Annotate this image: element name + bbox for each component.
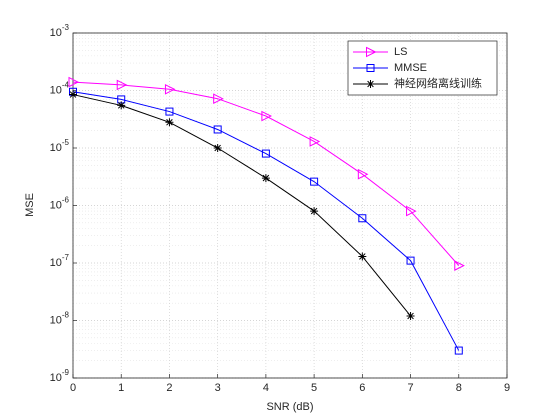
- data-point: [357, 168, 369, 180]
- data-point: [261, 149, 270, 158]
- marker-shape: [454, 346, 463, 355]
- data-point: [358, 214, 367, 223]
- x-axis-label: SNR (dB): [266, 401, 313, 413]
- marker-shape: [213, 93, 224, 105]
- x-tick-label: 7: [407, 382, 413, 394]
- marker-shape: [165, 107, 174, 116]
- x-tick-label: 0: [70, 382, 76, 394]
- legend-label: 神经网络离线训练: [394, 76, 482, 90]
- x-tick-label: 3: [215, 382, 221, 394]
- marker-shape: [406, 256, 415, 265]
- marker-shape: [357, 168, 369, 180]
- data-point: [310, 207, 319, 216]
- data-point: [309, 136, 321, 147]
- data-point: [406, 256, 415, 265]
- y-tick-label: 10-8: [50, 311, 70, 327]
- data-point: [165, 107, 174, 116]
- data-point: [164, 83, 176, 95]
- data-point: [117, 101, 126, 110]
- x-tick-label: 1: [118, 382, 124, 394]
- x-tick-label: 9: [504, 382, 510, 394]
- marker-shape: [366, 80, 375, 88]
- marker-shape: [358, 252, 367, 261]
- data-point: [454, 346, 463, 355]
- y-tick-label: 10-4: [50, 81, 70, 97]
- marker-shape: [406, 205, 417, 217]
- data-point: [213, 125, 222, 134]
- data-point: [213, 144, 222, 152]
- x-tick-label: 6: [359, 382, 365, 394]
- marker-shape: [310, 177, 319, 186]
- series-line: [72, 94, 411, 317]
- data-point: [261, 110, 273, 122]
- marker-shape: [261, 149, 270, 158]
- marker-shape: [366, 46, 377, 58]
- marker-shape: [116, 79, 128, 91]
- legend-marker: [366, 64, 375, 72]
- marker-shape: [261, 174, 270, 183]
- x-tick-label: 2: [166, 382, 172, 394]
- y-axis-label: MSE: [24, 193, 36, 217]
- marker-shape: [310, 207, 319, 216]
- legend-label: LS: [394, 46, 407, 58]
- y-tick-label: 10-5: [50, 138, 70, 154]
- y-tick-label: 10-7: [50, 253, 70, 269]
- marker-shape: [309, 136, 321, 147]
- marker-shape: [406, 311, 415, 320]
- data-point: [165, 118, 174, 127]
- data-point: [69, 90, 77, 99]
- marker-shape: [164, 83, 176, 95]
- data-point: [68, 76, 80, 88]
- marker-shape: [165, 118, 174, 127]
- marker-shape: [358, 214, 367, 223]
- marker-shape: [68, 76, 80, 88]
- data-point: [406, 311, 415, 320]
- marker-shape: [213, 144, 222, 152]
- legend-label: MMSE: [394, 62, 427, 74]
- y-tick-label: 10-6: [50, 196, 70, 212]
- legend-marker: [366, 80, 375, 88]
- data-point: [406, 205, 417, 217]
- marker-shape: [117, 101, 126, 110]
- data-point: [116, 79, 128, 91]
- data-point: [454, 260, 465, 271]
- legend-marker: [366, 46, 377, 58]
- x-tick-label: 8: [456, 382, 462, 394]
- marker-shape: [366, 64, 375, 72]
- x-tick-label: 4: [263, 382, 269, 394]
- marker-shape: [261, 110, 273, 122]
- data-point: [358, 252, 367, 261]
- data-point: [213, 93, 224, 105]
- series-line: [72, 81, 460, 266]
- marker-shape: [213, 125, 222, 134]
- x-tick-label: 5: [311, 382, 317, 394]
- plot-frame: [72, 32, 508, 379]
- data-point: [310, 177, 319, 186]
- marker-shape: [454, 260, 465, 271]
- marker-shape: [69, 90, 77, 99]
- y-tick-label: 10-9: [50, 368, 70, 384]
- series-line: [72, 91, 460, 351]
- y-tick-label: 10-3: [50, 23, 70, 39]
- data-point: [261, 174, 270, 183]
